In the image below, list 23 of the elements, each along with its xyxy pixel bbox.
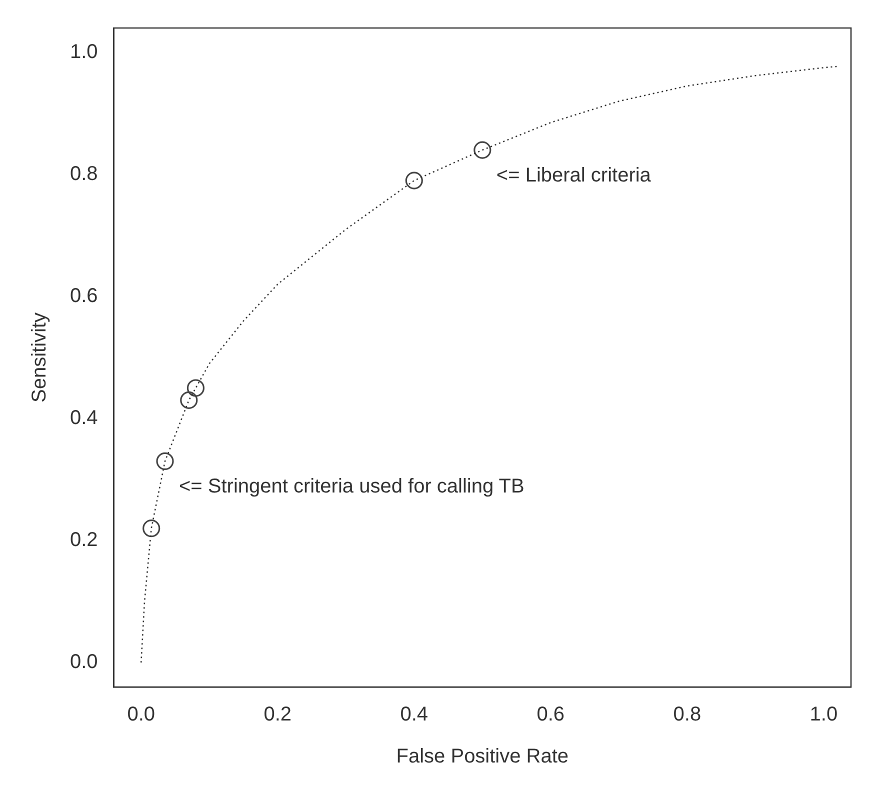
point (474, 141, 492, 159)
x-tick-label: 1.0 (810, 704, 838, 726)
line-series (140, 66, 838, 664)
annotation: <= Liberal criteria (496, 164, 652, 187)
point (156, 452, 174, 470)
point (186, 379, 205, 397)
y-tick-label: 0.8 (70, 162, 98, 185)
x-tick-label: 0.0 (127, 704, 156, 726)
y-tick-label: 0.4 (70, 407, 98, 430)
x-tick-label: 0.8 (673, 704, 702, 726)
y-axis-title: Sensitivity (28, 312, 51, 403)
point (180, 391, 198, 410)
annotation: <= Stringent criteria used for calling TB (178, 476, 524, 498)
y-tick-label: 0.0 (70, 651, 98, 674)
y-tick-label: 0.2 (70, 529, 98, 552)
x-tick-label: 0.2 (264, 704, 292, 726)
x-tick-label: 0.6 (536, 704, 565, 726)
y-tick-label: 0.6 (70, 284, 98, 307)
y-tick-label: 1.0 (70, 40, 98, 63)
point (142, 520, 160, 538)
x-tick-label: 0.4 (400, 704, 428, 726)
point (405, 172, 423, 190)
x-axis-title: False Positive Rate (396, 746, 569, 768)
